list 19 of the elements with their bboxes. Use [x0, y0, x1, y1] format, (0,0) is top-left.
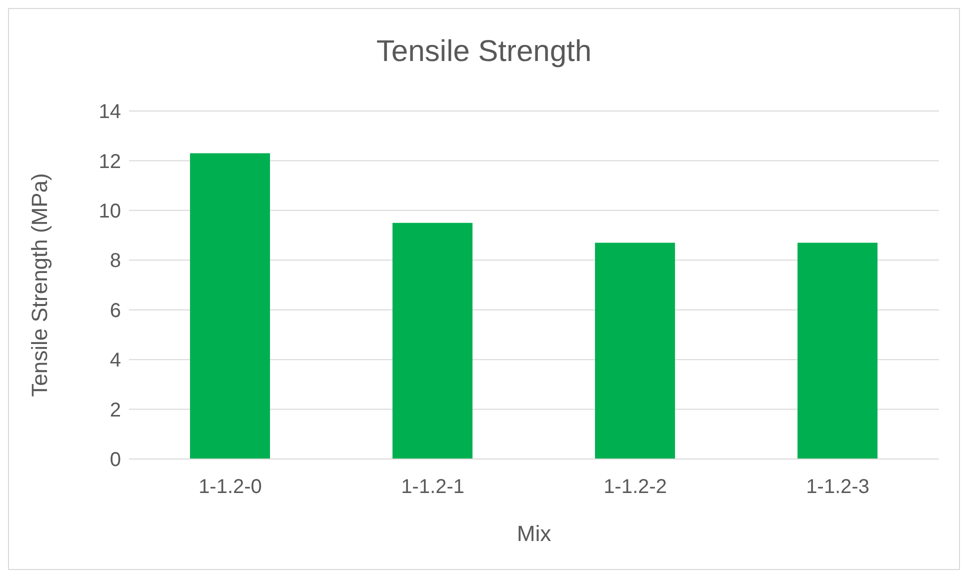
y-tick-label: 8	[110, 250, 121, 272]
bar	[798, 242, 878, 459]
y-tick-label: 2	[110, 399, 121, 422]
bar	[392, 222, 472, 459]
x-tick-label: 1-1.2-1	[401, 476, 464, 498]
y-tick-label: 12	[98, 150, 121, 173]
x-axis-title: Mix	[516, 521, 552, 546]
y-tick-label: 0	[110, 449, 121, 472]
y-tick-label: 14	[98, 101, 121, 124]
bar	[190, 153, 270, 459]
y-tick-label: 4	[110, 350, 121, 372]
y-tick-label: 6	[110, 300, 121, 322]
y-tick-label: 10	[98, 200, 121, 223]
chart-title: Tensile Strength	[375, 35, 593, 69]
x-tick-label: 1-1.2-3	[806, 476, 870, 498]
y-axis-title: Tensile Strength (MPa)	[26, 173, 52, 397]
x-tick-label: 1-1.2-2	[604, 476, 667, 498]
x-tick-label: 1-1.2-0	[198, 476, 262, 498]
bar	[595, 242, 675, 459]
